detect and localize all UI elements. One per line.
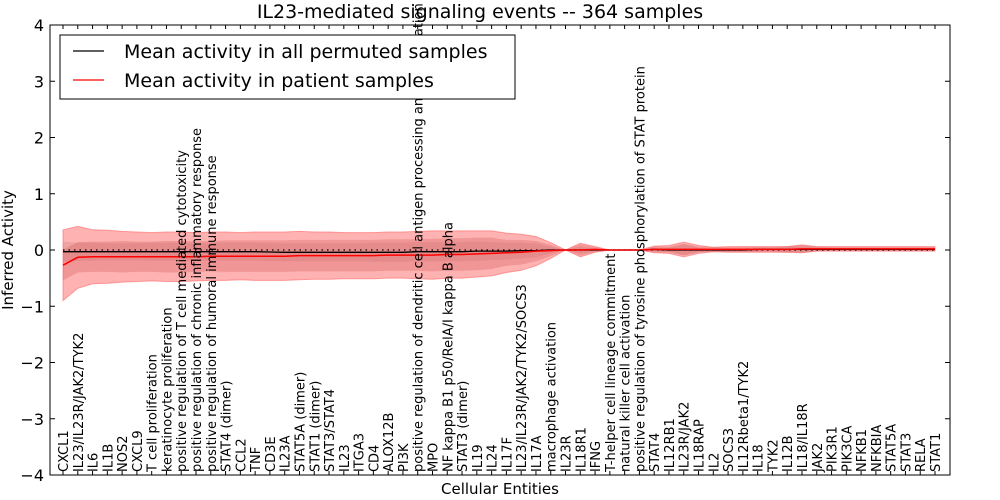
category-label: IL18/IL18R	[796, 403, 811, 472]
category-label: positive regulation of T cell mediated c…	[175, 150, 190, 472]
y-axis-label: Inferred Activity	[0, 190, 17, 310]
y-tick-label: −1	[20, 297, 44, 316]
category-label: T cell proliferation	[146, 354, 161, 473]
category-label: IL23/IL23R/JAK2/TYK2/SOCS3	[515, 284, 530, 472]
category-label: JAK2	[811, 443, 826, 473]
category-label: keratinocyte proliferation	[161, 307, 176, 472]
category-label: IL23R/JAK2	[678, 402, 693, 472]
category-label: CXCL1	[57, 430, 72, 472]
category-label: IL18RAP	[693, 419, 708, 472]
category-label: IL24	[486, 444, 501, 472]
category-label: positive regulation of dendritic cell an…	[412, 3, 427, 472]
category-label: NFKBIA	[870, 425, 885, 472]
category-label: STAT4 (dimer)	[220, 381, 235, 472]
category-label: IL17F	[500, 437, 515, 472]
category-label: CXCL9	[131, 430, 146, 472]
series-line-patient	[62, 248, 935, 266]
category-label: IL19	[471, 444, 486, 472]
lines-layer	[62, 248, 935, 266]
category-label: CD4	[367, 445, 382, 472]
patient-band-outer	[62, 225, 936, 302]
category-label: TYK2	[766, 439, 781, 473]
category-label: PIK3R1	[826, 426, 841, 472]
category-label: IL2	[707, 453, 722, 472]
category-label: IL18	[752, 444, 767, 472]
category-label: STAT1	[929, 433, 944, 472]
category-label: IL1B	[101, 444, 116, 472]
category-label: macrophage activation	[545, 322, 560, 472]
y-tick-label: 3	[34, 72, 44, 91]
y-tick-label: −2	[20, 354, 44, 373]
category-label: PIK3CA	[840, 425, 855, 472]
category-label: IL23A	[279, 435, 294, 472]
legend-box	[59, 34, 516, 100]
y-tick-label: 2	[34, 129, 44, 148]
category-label: positive regulation of chronic inflammat…	[190, 128, 205, 472]
chart-title: IL23-mediated signaling events -- 364 sa…	[257, 1, 703, 23]
category-labels-layer: CXCL1 IL23/IL23R/JAK2/TYK2 IL6 IL1B NOS2 CXCL…	[57, 3, 944, 473]
category-label: positive regulation of tyrosine phosphor…	[633, 66, 648, 472]
category-label: STAT3/STAT4	[323, 389, 338, 472]
category-label: NFKB1	[855, 429, 870, 472]
category-label: IL12RB1	[663, 418, 678, 472]
category-label: IL18R1	[574, 427, 589, 472]
x-axis	[62, 25, 936, 475]
category-label: STAT4	[648, 433, 663, 472]
category-label: IL12B	[781, 435, 796, 472]
category-label: CCL2	[234, 438, 249, 472]
x-axis-label: Cellular Entities	[441, 480, 559, 498]
legend-label-permuted: Mean activity in all permuted samples	[124, 41, 487, 63]
category-label: STAT5A (dimer)	[294, 372, 309, 472]
y-tick-label: 1	[34, 185, 44, 204]
category-label: TNF	[249, 447, 264, 473]
category-label: T-helper cell lineage commitment	[604, 253, 619, 472]
category-label: RELA	[914, 438, 929, 472]
category-label: MPO	[427, 443, 442, 472]
category-label: PI3K	[397, 443, 412, 472]
category-label: STAT3	[899, 433, 914, 472]
category-label: STAT1 (dimer)	[308, 381, 323, 472]
category-label: positive regulation of humoral immune re…	[205, 155, 220, 472]
category-label: NOS2	[116, 435, 131, 471]
category-label: IL12Rbeta1/TYK2	[737, 361, 752, 472]
category-label: ALOX12B	[382, 413, 397, 472]
category-label: IL23/IL23R/JAK2/TYK2	[72, 333, 87, 472]
category-label: STAT3 (dimer)	[456, 381, 471, 472]
y-tick-label: −3	[20, 410, 44, 429]
legend: Mean activity in all permuted samples Me…	[59, 34, 516, 100]
patient-band-inner	[63, 237, 935, 281]
category-label: NF kappa B1 p50/RelA/I kappa B alpha	[441, 222, 456, 472]
category-label: IL6	[87, 453, 102, 472]
category-label: IFNG	[589, 441, 604, 472]
y-axis: 4 3 2 1 0 −1 −2 −3 −4	[20, 16, 950, 485]
y-tick-label: 0	[34, 241, 44, 260]
y-tick-label: 4	[34, 16, 44, 35]
legend-label-patient: Mean activity in patient samples	[124, 70, 434, 92]
category-label: ITGA3	[353, 433, 368, 472]
y-tick-label: −4	[20, 466, 44, 485]
category-label: CD3E	[264, 436, 279, 472]
category-label: natural killer cell activation	[619, 295, 634, 472]
category-label: IL23R	[560, 435, 575, 472]
category-label: IL23	[338, 444, 353, 472]
category-label: IL17A	[530, 435, 545, 472]
category-label: SOCS3	[722, 428, 737, 472]
category-label: STAT5A	[885, 424, 900, 472]
